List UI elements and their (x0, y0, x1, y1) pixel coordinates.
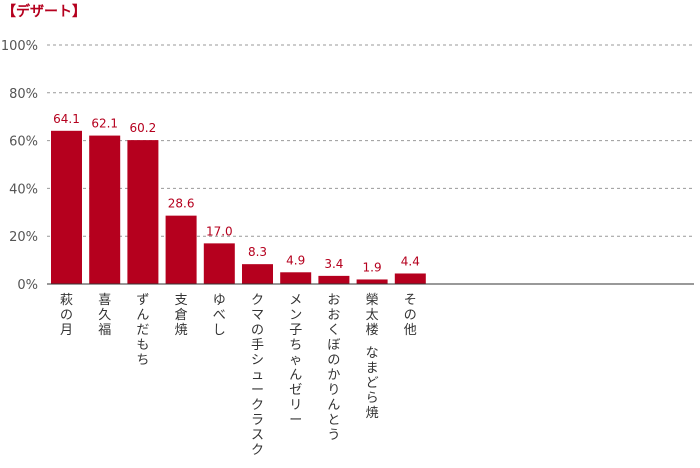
category-label: クマの手シュークラスク (251, 293, 264, 458)
data-labels: 64.1 62.1 60.2 28.6 17.0 8.3 4.9 3.4 1.9 4.4 (53, 112, 420, 275)
data-label: 28.6 (168, 197, 195, 211)
y-tick-label: 80% (9, 87, 38, 102)
category-label: 萩の月 (60, 293, 73, 338)
data-label: 4.9 (286, 253, 305, 267)
bar (280, 272, 312, 284)
bar (203, 243, 235, 284)
bar (51, 130, 82, 284)
category-label: 榮太楼なまどら焼 (366, 293, 379, 421)
data-label: 17.0 (206, 224, 233, 238)
y-tick-label: 100% (1, 39, 38, 54)
bars (51, 130, 426, 284)
bar (356, 279, 388, 284)
bar (89, 135, 121, 284)
category-labels: 萩の月 喜久福 ずんだもち 支倉焼 ゆべし クマの手シュークラスク メン子ちゃんゼリー おおく… (60, 293, 417, 458)
y-tick-label: 40% (9, 182, 38, 197)
category-label: 喜久福 (98, 293, 111, 338)
bar (394, 273, 426, 284)
data-label: 64.1 (53, 112, 80, 126)
category-label: ゆべし (213, 293, 226, 338)
y-tick-label: 0% (17, 278, 38, 293)
category-label: 支倉焼 (175, 293, 188, 338)
category-label: ずんだもち (136, 293, 149, 368)
data-label: 8.3 (248, 245, 267, 259)
data-label: 4.4 (401, 254, 420, 268)
y-tick-label: 60% (9, 135, 38, 150)
bar (318, 275, 350, 284)
bar (127, 140, 159, 284)
category-label: おおくぼのかりんとう (327, 293, 340, 443)
y-tick-label: 20% (9, 230, 38, 245)
chart-title: 【デザート】 (2, 4, 86, 20)
bar (165, 215, 197, 284)
data-label: 62.1 (91, 117, 118, 131)
bar (242, 264, 273, 284)
category-label: その他 (404, 293, 417, 338)
category-label: メン子ちゃんゼリー (289, 293, 302, 428)
data-label: 1.9 (363, 260, 382, 274)
y-axis-tick-labels: 0% 20% 40% 60% 80% 100% (1, 39, 38, 293)
data-label: 60.2 (130, 121, 157, 135)
data-label: 3.4 (324, 257, 343, 271)
